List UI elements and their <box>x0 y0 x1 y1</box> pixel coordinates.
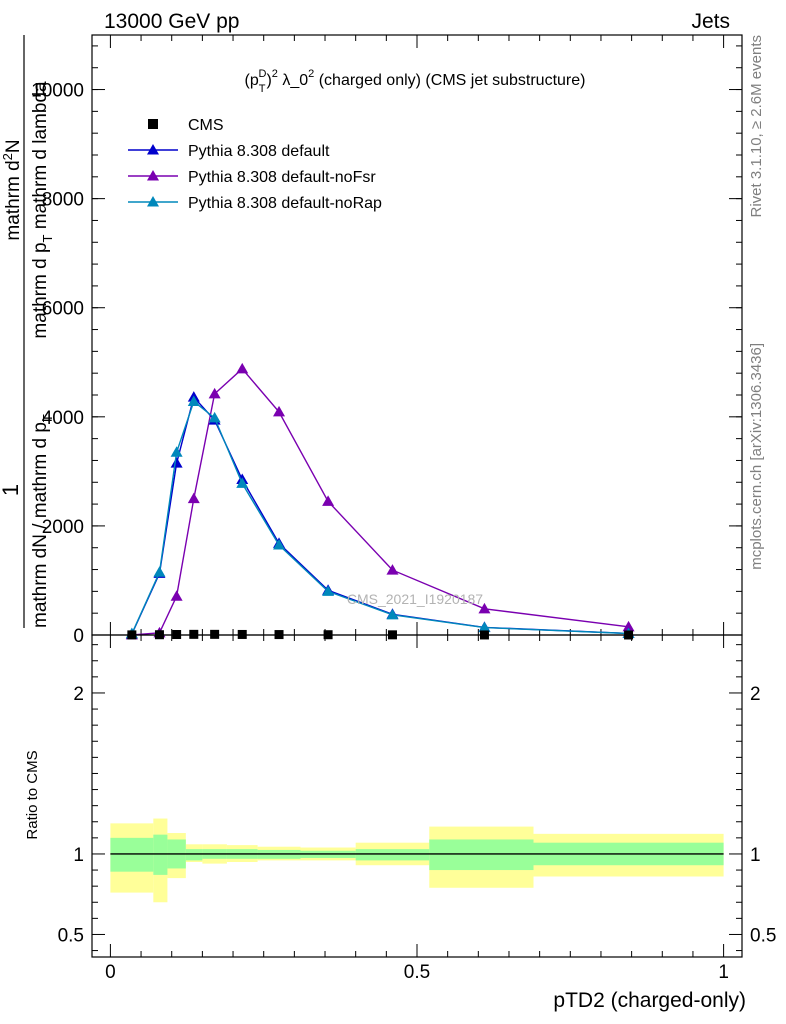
data-point-noFsr <box>208 387 221 399</box>
main-y-tick-label: 2000 <box>42 517 84 538</box>
ratio-y-tick-labels: 0.5 0.5 1 1 2 2 <box>58 684 777 947</box>
data-point-noRap <box>273 539 286 550</box>
legend-label-data: CMS <box>188 117 224 134</box>
ratio-band-inner <box>355 849 430 861</box>
data-point-noFsr <box>478 602 491 614</box>
energy-label: 13000 GeV pp <box>104 10 239 33</box>
plot-title: (pTD)2 λ_02 (charged only) (CMS jet subs… <box>245 68 586 95</box>
data-point-cms <box>210 629 220 639</box>
data-point-noFsr <box>322 495 335 506</box>
ratio-x-tick-label: 0.5 <box>404 962 430 983</box>
ratio-x-tick-label: 0 <box>105 962 116 983</box>
rivet-version-label: Rivet 3.1.10, ≥ 2.6M events <box>748 35 765 218</box>
main-y-tick-label: 0 <box>73 626 84 647</box>
data-point-cms <box>189 629 199 639</box>
data-point-noFsr <box>236 362 249 374</box>
legend: CMS Pythia 8.308 default Pythia 8.308 defa… <box>128 117 382 212</box>
ratio-y-tick-label: 2 <box>73 684 84 705</box>
legend-marker-cms <box>148 119 158 129</box>
main-y-axis-label: 1 mathrm dN / mathrm d pT mathrm d2N mat… <box>0 35 55 628</box>
legend-label-noRap: Pythia 8.308 default-noRap <box>188 195 382 212</box>
main-y-tick-label: 6000 <box>42 299 84 320</box>
data-point-noRap <box>322 585 335 596</box>
data-point-noRap <box>170 446 183 457</box>
ratio-y-tick-label: 0.5 <box>58 925 84 946</box>
main-y-tick-label: 10000 <box>31 81 84 102</box>
data-point-noRap <box>478 621 491 633</box>
mcplots-label: mcplots.cern.ch [arXiv:1306.3436] <box>748 343 765 570</box>
y-label-prefix-denominator: mathrm dN / mathrm d pT <box>30 414 55 628</box>
ratio-band-inner <box>185 849 203 861</box>
jets-label: Jets <box>691 10 730 33</box>
ratio-x-tick-labels: 0 0.5 1 <box>105 962 729 983</box>
ratio-y-axis-label: Ratio to CMS <box>24 750 41 839</box>
ratio-y-tick-label: 1 <box>73 845 84 866</box>
y-label-denominator: mathrm d pT mathrm d lambda <box>30 81 55 339</box>
legend-marker-default <box>147 144 159 155</box>
ratio-plot-frame <box>91 634 743 958</box>
data-point-noRap <box>386 608 399 620</box>
ratio-band-inner <box>429 839 534 871</box>
legend-marker-noRap <box>147 196 159 207</box>
x-axis-label: pTD2 (charged-only) <box>553 989 746 1012</box>
main-y-tick-label: 4000 <box>42 408 84 429</box>
main-plot: CMS_2021_I1920187 0 2000 4000 6000 8000 10000… <box>31 34 743 647</box>
ratio-x-tick-label: 1 <box>718 962 729 983</box>
y-label-prefix-numerator: 1 <box>0 484 23 496</box>
data-point-noFsr <box>273 405 286 417</box>
watermark: CMS_2021_I1920187 <box>347 591 483 607</box>
y-label-numerator: mathrm d2N <box>0 139 24 240</box>
data-point-noRap <box>236 477 249 488</box>
ratio-band-inner <box>110 837 154 872</box>
ratio-y-tick-label-right: 1 <box>750 845 761 866</box>
main-y-tick-labels: 0 2000 4000 6000 8000 10000 <box>31 81 84 647</box>
ratio-y-tick-label-right: 2 <box>750 684 761 705</box>
ratio-y-tick-label-right: 0.5 <box>750 925 776 946</box>
ratio-plot-ticks <box>92 635 742 957</box>
main-plot-ticks <box>92 35 742 636</box>
main-y-tick-label: 8000 <box>42 190 84 211</box>
data-point-noFsr <box>170 590 183 601</box>
data-point-noRap <box>153 566 166 577</box>
data-point-noRap <box>187 395 200 407</box>
data-point-noFsr <box>386 564 399 575</box>
ratio-plot: 0.5 0.51 12 2 0 0.5 1 Ratio to CMS pTD2 (char… <box>24 634 777 1012</box>
data-point-noFsr <box>622 620 635 632</box>
legend-label-noFsr: Pythia 8.308 default-noFsr <box>188 169 376 186</box>
data-point-noRap <box>208 411 221 423</box>
data-point-default <box>170 457 183 468</box>
ratio-bands <box>110 818 724 903</box>
ratio-band-inner <box>153 834 168 875</box>
data-point-noFsr <box>187 492 200 504</box>
legend-label-default: Pythia 8.308 default <box>188 143 330 160</box>
legend-marker-noFsr <box>147 170 159 181</box>
